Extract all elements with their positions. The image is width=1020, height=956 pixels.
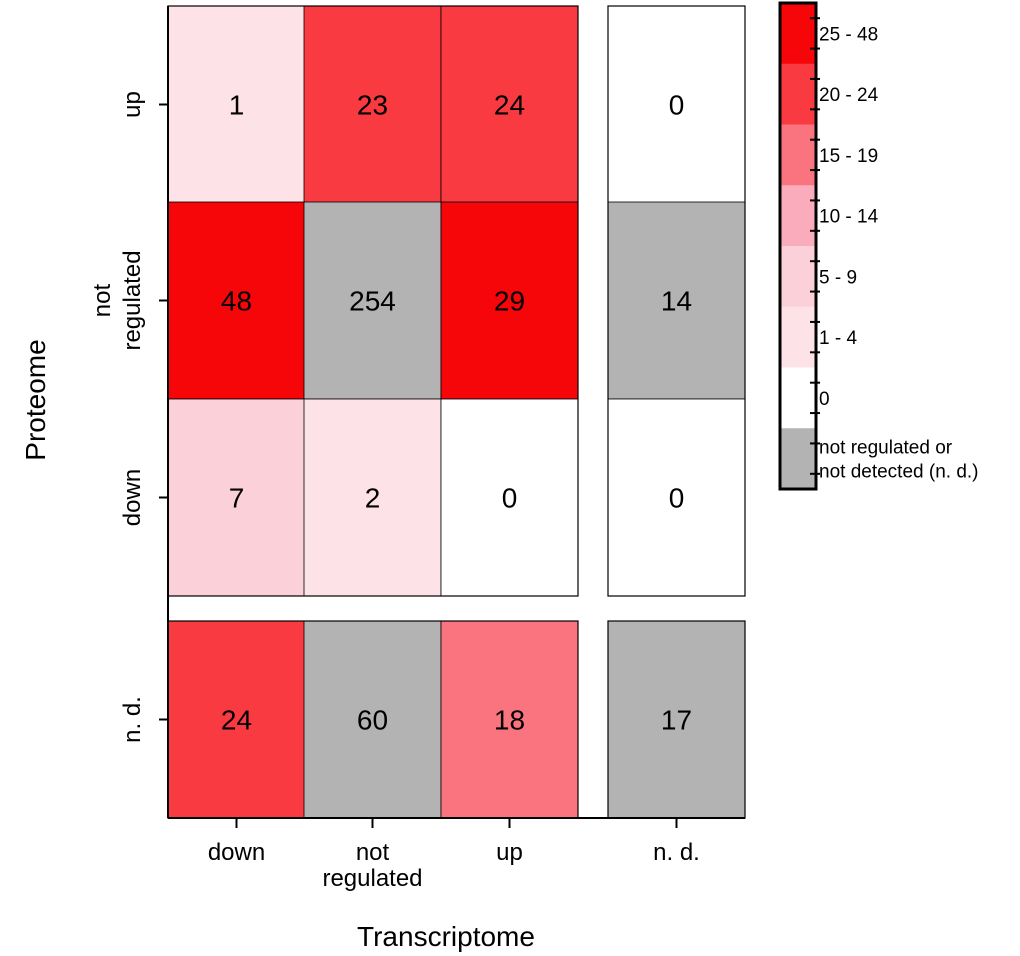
cell-value-label: 2 — [365, 483, 381, 514]
legend-swatch — [780, 63, 816, 125]
legend-swatch — [780, 306, 816, 368]
heatmap-cell — [303, 5, 442, 204]
heatmap-cell — [607, 398, 746, 597]
x-tick-label: regulated — [322, 865, 422, 892]
legend-label: 1 - 4 — [819, 328, 857, 349]
legend-swatch — [780, 428, 816, 490]
y-tick-label: regulated — [119, 250, 146, 350]
cell-value-label: 0 — [669, 90, 685, 121]
cell-value-label: 0 — [669, 483, 685, 514]
legend-label: not detected (n. d.) — [819, 462, 979, 483]
cell-value-label: 24 — [494, 90, 525, 121]
heatmap-cell — [303, 201, 442, 400]
cell-value-label: 24 — [221, 705, 252, 736]
heatmap-cell — [303, 398, 442, 597]
cell-value-label: 17 — [661, 705, 692, 736]
legend-swatch — [780, 124, 816, 186]
legend-swatch — [780, 185, 816, 247]
y-tick-label: down — [119, 469, 146, 526]
legend-swatch — [780, 246, 816, 308]
legend: 25 - 48 20 - 24 15 - 19 10 - 14 5 - 9 1 - 4 0 n… — [778, 1, 979, 491]
y-tick-label: n. d. — [119, 696, 146, 743]
legend-label: 0 — [819, 389, 830, 410]
heatmap-cell — [607, 201, 746, 400]
x-axis-title: Transcriptome — [357, 921, 535, 952]
x-tick-label: n. d. — [653, 839, 700, 866]
y-tick-label: not — [89, 283, 116, 317]
cell-value-label: 1 — [229, 90, 245, 121]
legend-swatch — [780, 367, 816, 429]
legend-label: 20 - 24 — [819, 85, 879, 106]
legend-label: 25 - 48 — [819, 24, 878, 45]
y-axis: up not regulated down n. d. — [89, 6, 169, 818]
cell-value-label: 14 — [661, 286, 692, 317]
x-tick-label: down — [208, 839, 265, 866]
cell-value-label: 0 — [502, 483, 518, 514]
heatmap-cells: 1 23 24 0 48 254 29 14 7 2 0 0 24 60 18 17 — [167, 5, 746, 819]
legend-label: not regulated or — [819, 438, 953, 459]
legend-label: 5 - 9 — [819, 267, 857, 288]
legend-label: 15 - 19 — [819, 146, 878, 167]
panel-frame — [607, 5, 746, 597]
cell-value-label: 60 — [357, 705, 388, 736]
cell-value-label: 7 — [229, 483, 245, 514]
heatmap-cell — [167, 5, 306, 204]
legend-frame — [778, 1, 818, 491]
heatmap-cell — [167, 201, 306, 400]
cell-value-label: 18 — [494, 705, 525, 736]
cell-value-label: 29 — [494, 286, 525, 317]
cell-value-label: 48 — [221, 286, 252, 317]
legend-swatch — [780, 3, 816, 65]
heatmap-cell — [440, 201, 579, 400]
cell-value-label: 23 — [357, 90, 388, 121]
legend-label: 10 - 14 — [819, 207, 879, 228]
heatmap-cell — [440, 620, 579, 819]
x-tick-label: not — [356, 839, 390, 866]
heatmap-cell — [607, 5, 746, 204]
y-axis-title: Proteome — [20, 339, 51, 460]
x-tick-label: up — [496, 839, 523, 866]
cell-value-label: 254 — [349, 286, 396, 317]
heatmap-cell — [167, 620, 306, 819]
y-tick-label: up — [119, 91, 146, 118]
